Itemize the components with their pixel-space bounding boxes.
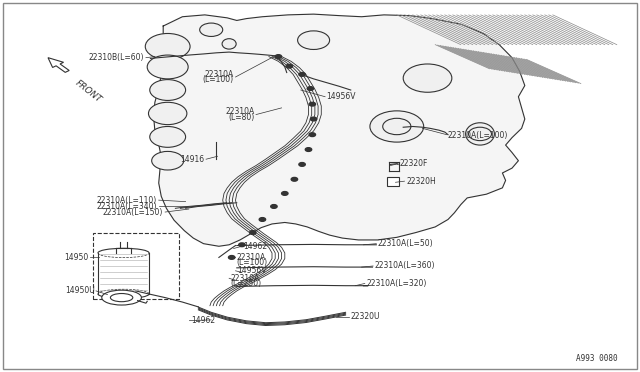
- Text: 22310A: 22310A: [204, 70, 234, 79]
- Text: 22310A(L=150): 22310A(L=150): [103, 208, 163, 217]
- Ellipse shape: [466, 123, 495, 145]
- Circle shape: [282, 192, 288, 195]
- FancyArrow shape: [48, 58, 69, 73]
- Text: (L=80): (L=80): [228, 113, 255, 122]
- Text: FRONT: FRONT: [74, 78, 104, 104]
- Ellipse shape: [222, 39, 236, 49]
- Text: 22310A(L=340): 22310A(L=340): [96, 202, 157, 211]
- Text: 22310A(L=110): 22310A(L=110): [97, 196, 157, 205]
- Text: 14962: 14962: [243, 242, 268, 251]
- Circle shape: [239, 243, 245, 247]
- Text: 22320F: 22320F: [400, 159, 428, 168]
- Circle shape: [250, 231, 256, 234]
- Text: 22310A(L=50): 22310A(L=50): [378, 239, 433, 248]
- Text: 22310A: 22310A: [237, 253, 266, 262]
- Text: 14956V: 14956V: [237, 266, 266, 275]
- Polygon shape: [154, 14, 525, 246]
- Circle shape: [200, 23, 223, 36]
- Text: 22310A(L=320): 22310A(L=320): [366, 279, 426, 288]
- Text: (L=100): (L=100): [237, 258, 268, 267]
- Circle shape: [299, 163, 305, 166]
- Circle shape: [370, 111, 424, 142]
- Circle shape: [228, 256, 235, 259]
- Circle shape: [286, 64, 292, 68]
- Ellipse shape: [110, 294, 133, 302]
- Text: 22320U: 22320U: [351, 312, 380, 321]
- Text: 14950: 14950: [64, 253, 88, 262]
- Circle shape: [150, 126, 186, 147]
- Circle shape: [403, 64, 452, 92]
- Circle shape: [309, 133, 316, 137]
- Text: 22320H: 22320H: [406, 177, 436, 186]
- Circle shape: [152, 151, 184, 170]
- Text: (L=100): (L=100): [202, 76, 234, 84]
- Circle shape: [383, 118, 411, 135]
- Circle shape: [271, 205, 277, 208]
- Circle shape: [275, 55, 282, 58]
- Text: A993 0080: A993 0080: [576, 354, 618, 363]
- Circle shape: [468, 127, 492, 141]
- Circle shape: [310, 117, 317, 121]
- Circle shape: [150, 80, 186, 100]
- Text: 14956V: 14956V: [326, 92, 356, 101]
- Text: (L=250): (L=250): [230, 279, 262, 288]
- Circle shape: [307, 87, 314, 90]
- Text: 22310A: 22310A: [225, 107, 255, 116]
- Circle shape: [145, 33, 190, 60]
- Text: 14950U: 14950U: [65, 286, 95, 295]
- Text: 22310A(L=100): 22310A(L=100): [448, 131, 508, 140]
- Bar: [93, 232, 179, 299]
- Ellipse shape: [102, 290, 141, 305]
- Circle shape: [309, 102, 316, 106]
- Text: 14962: 14962: [191, 316, 215, 325]
- Text: 22310A(L=360): 22310A(L=360): [374, 262, 435, 270]
- Text: 14916: 14916: [180, 155, 205, 164]
- Circle shape: [259, 218, 266, 221]
- Circle shape: [299, 73, 305, 76]
- Circle shape: [291, 177, 298, 181]
- Circle shape: [305, 148, 312, 151]
- Circle shape: [298, 31, 330, 49]
- Text: 22310B(L=60): 22310B(L=60): [88, 53, 144, 62]
- Bar: [387, 177, 399, 186]
- Circle shape: [147, 55, 188, 79]
- Text: 22310A: 22310A: [230, 274, 260, 283]
- Circle shape: [148, 102, 187, 125]
